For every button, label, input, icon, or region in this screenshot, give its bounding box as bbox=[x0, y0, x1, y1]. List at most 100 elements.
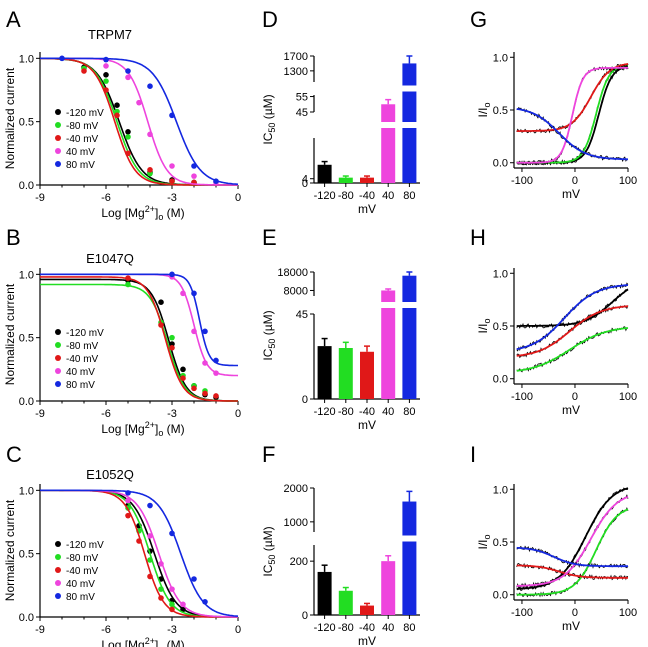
x-tick-label: -3 bbox=[167, 408, 177, 420]
bar-80 bbox=[402, 275, 417, 399]
x-tick-label: 80 bbox=[403, 622, 415, 634]
data-point bbox=[169, 334, 175, 341]
y-tick-label: 0.5 bbox=[19, 549, 34, 561]
x-tick-label: 0 bbox=[572, 175, 578, 187]
x-axis-label: mV bbox=[358, 418, 376, 432]
y-axis-label: Normalized current bbox=[3, 499, 17, 601]
data-point bbox=[114, 102, 120, 108]
y-tick-label: 1.0 bbox=[19, 485, 34, 497]
data-point bbox=[147, 573, 153, 580]
x-tick-label: 100 bbox=[619, 607, 637, 619]
panel-title: E1052Q bbox=[86, 467, 134, 482]
x-tick-label: 100 bbox=[619, 391, 637, 403]
fit-curve-80mV bbox=[40, 57, 239, 186]
data-point bbox=[169, 178, 175, 184]
legend-label: -40 mV bbox=[66, 134, 99, 145]
legend-marker bbox=[55, 342, 61, 348]
legend-label: -80 mV bbox=[66, 121, 99, 132]
bar--120 bbox=[317, 164, 332, 183]
data-point bbox=[202, 390, 208, 397]
y-tick-label: 0.5 bbox=[493, 537, 508, 549]
fit-80mV bbox=[516, 546, 628, 568]
bar-40 bbox=[381, 561, 396, 615]
x-tick-label: 80 bbox=[403, 406, 415, 418]
x-axis-label: mV bbox=[562, 403, 580, 417]
y-tick-label: 0.0 bbox=[493, 590, 508, 602]
y-tick-label: 0 bbox=[302, 610, 308, 622]
fit--40mV bbox=[516, 564, 628, 579]
panel-letter-E: E bbox=[262, 225, 277, 250]
x-tick-label: 0 bbox=[572, 391, 578, 403]
data-point bbox=[59, 55, 65, 62]
iv-panel-H: -100 0 100 0.0 0.5 1.0 mV I/Io bbox=[476, 268, 637, 417]
x-tick-label: -40 bbox=[359, 190, 375, 202]
data-point bbox=[81, 68, 87, 74]
data-point bbox=[191, 385, 197, 392]
y-tick-label: 8000 bbox=[284, 285, 308, 297]
y-tick-label: 2000 bbox=[284, 483, 308, 495]
bar--80 bbox=[338, 348, 353, 399]
x-tick-label: -6 bbox=[101, 192, 111, 204]
data-point bbox=[202, 328, 208, 335]
y-tick-label: 0.5 bbox=[493, 105, 508, 117]
data-point bbox=[125, 150, 131, 157]
fit--80mV bbox=[516, 508, 629, 596]
bar-40 bbox=[381, 104, 396, 183]
x-tick-label: -6 bbox=[101, 408, 111, 420]
fit-curve-80mV bbox=[40, 273, 238, 367]
data-point bbox=[125, 512, 131, 519]
y-tick-label: 200 bbox=[290, 556, 308, 568]
data-point bbox=[125, 490, 131, 496]
y-axis-label: IC50 (µM) bbox=[261, 94, 277, 144]
legend-marker bbox=[55, 355, 61, 361]
x-tick-label: 0 bbox=[235, 408, 241, 420]
x-tick-label: 100 bbox=[619, 175, 637, 187]
y-axis-label: IC50 (µM) bbox=[261, 526, 277, 576]
x-tick-label: 40 bbox=[382, 622, 394, 634]
fit-curve--40mV bbox=[40, 276, 238, 402]
x-tick-label: -120 bbox=[314, 190, 336, 202]
x-tick-label: -3 bbox=[167, 192, 177, 204]
data-point bbox=[125, 281, 131, 288]
y-axis-label: I/Io bbox=[476, 318, 492, 333]
y-tick-label: 1.0 bbox=[493, 52, 508, 64]
legend-label: -40 mV bbox=[66, 354, 99, 365]
data-point bbox=[103, 72, 109, 78]
x-tick-label: -40 bbox=[359, 406, 375, 418]
legend-marker bbox=[55, 122, 61, 128]
trace bbox=[516, 326, 629, 373]
x-axis-label: mV bbox=[562, 619, 580, 633]
x-tick-label: -9 bbox=[35, 408, 45, 420]
bar-panel-D: 04 45 55 1300 1700 -120 -80 -40 40 80 mV IC50 (µM) bbox=[261, 51, 422, 216]
data-point bbox=[147, 83, 153, 89]
panel-letter-I: I bbox=[470, 442, 476, 467]
data-point bbox=[169, 112, 175, 119]
data-point bbox=[147, 533, 153, 539]
data-point bbox=[114, 112, 120, 119]
legend-marker bbox=[55, 368, 61, 374]
y-tick-label: 0.0 bbox=[19, 612, 34, 624]
x-tick-label: -120 bbox=[314, 622, 336, 634]
legend-marker bbox=[55, 329, 61, 335]
bar--40 bbox=[360, 351, 374, 399]
fit-80mV bbox=[516, 108, 628, 161]
y-tick-label: 0.0 bbox=[19, 396, 34, 408]
data-point bbox=[125, 74, 131, 81]
x-axis-label: Log [Mg2+]o (M) bbox=[101, 420, 184, 438]
data-point bbox=[158, 299, 164, 306]
data-point bbox=[213, 357, 219, 364]
data-point bbox=[169, 163, 175, 169]
x-tick-label: 0 bbox=[572, 607, 578, 619]
x-tick-label: -40 bbox=[359, 622, 375, 634]
y-tick-label: 1700 bbox=[284, 51, 308, 63]
legend-label: -80 mV bbox=[66, 341, 99, 352]
data-point bbox=[191, 163, 197, 169]
data-point bbox=[169, 271, 175, 278]
x-tick-label: 40 bbox=[382, 190, 394, 202]
bar--80 bbox=[338, 177, 353, 183]
y-tick-label: 0.0 bbox=[19, 180, 34, 192]
x-tick-label: -80 bbox=[338, 622, 354, 634]
fit--120mV bbox=[516, 487, 629, 590]
